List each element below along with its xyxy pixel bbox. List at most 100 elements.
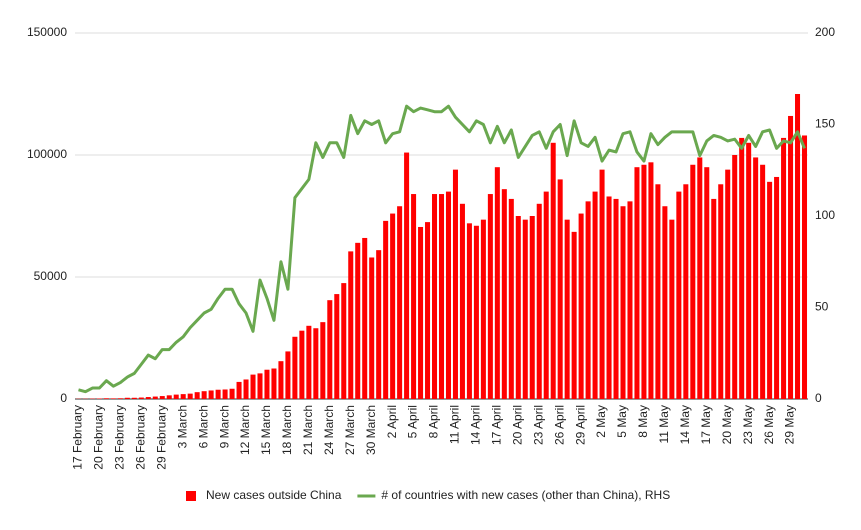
bar bbox=[473, 225, 479, 399]
x-tick-label: 23 April bbox=[531, 405, 545, 445]
bar bbox=[704, 167, 710, 399]
y2-tick-label: 200 bbox=[815, 25, 835, 39]
bar bbox=[348, 251, 354, 399]
x-tick-label: 24 March bbox=[322, 405, 336, 455]
bar bbox=[250, 374, 256, 399]
bar bbox=[634, 167, 640, 399]
bar bbox=[243, 379, 249, 399]
x-tick-label: 20 April bbox=[510, 405, 524, 445]
bar bbox=[466, 223, 472, 399]
bar bbox=[781, 137, 787, 400]
bar bbox=[285, 351, 291, 399]
bar bbox=[369, 257, 375, 399]
bar bbox=[557, 179, 563, 399]
x-tick-label: 17 April bbox=[490, 405, 504, 445]
bar bbox=[725, 169, 731, 399]
x-tick-label: 2 April bbox=[385, 405, 399, 438]
bar bbox=[620, 206, 626, 399]
x-tick-label: 8 April bbox=[427, 405, 441, 438]
bar bbox=[571, 231, 577, 399]
bar bbox=[648, 162, 654, 399]
bar bbox=[669, 219, 675, 399]
bar bbox=[327, 300, 333, 399]
bar bbox=[662, 206, 668, 399]
line bbox=[78, 104, 806, 394]
bar bbox=[711, 198, 717, 399]
bar bbox=[418, 226, 424, 399]
x-tick-label: 26 February bbox=[133, 405, 147, 470]
bar bbox=[760, 164, 766, 399]
y2-tick-label: 100 bbox=[815, 208, 835, 222]
x-tick-label: 27 March bbox=[343, 405, 357, 455]
bar bbox=[515, 216, 521, 399]
bar bbox=[585, 201, 591, 399]
bar bbox=[299, 330, 305, 399]
bar bbox=[606, 196, 612, 399]
bar bbox=[732, 155, 738, 399]
bar bbox=[306, 325, 312, 399]
y-tick-label: 150000 bbox=[27, 25, 67, 39]
x-tick-label: 29 February bbox=[154, 405, 168, 470]
bar bbox=[801, 135, 808, 400]
bar bbox=[320, 322, 326, 399]
bar bbox=[690, 164, 696, 399]
bar bbox=[201, 391, 207, 399]
x-tick-label: 26 May bbox=[762, 405, 776, 444]
bar bbox=[627, 201, 633, 399]
x-tick-label: 2 May bbox=[594, 405, 608, 438]
bar bbox=[788, 115, 794, 400]
bar bbox=[138, 397, 144, 399]
x-tick-label: 12 March bbox=[238, 405, 252, 455]
x-tick-label: 8 May bbox=[636, 405, 650, 438]
x-tick-label: 21 March bbox=[301, 405, 315, 455]
bar bbox=[383, 220, 389, 399]
bar bbox=[159, 396, 165, 399]
bar bbox=[110, 398, 116, 399]
x-tick-label: 3 March bbox=[175, 405, 189, 448]
y2-tick-label: 50 bbox=[815, 300, 829, 314]
bar bbox=[522, 219, 528, 399]
legend-label: # of countries with new cases (other tha… bbox=[381, 488, 670, 502]
bar bbox=[550, 142, 556, 400]
bar bbox=[194, 392, 200, 399]
x-tick-label: 17 May bbox=[699, 405, 713, 444]
bar bbox=[753, 157, 759, 399]
bar bbox=[411, 194, 417, 399]
bar bbox=[578, 213, 584, 399]
bar bbox=[683, 184, 689, 399]
bar bbox=[124, 397, 130, 399]
bar bbox=[117, 398, 123, 399]
bar bbox=[599, 169, 605, 399]
bar bbox=[543, 191, 549, 399]
y2-tick-label: 0 bbox=[815, 391, 822, 405]
bar bbox=[229, 388, 235, 399]
bar bbox=[564, 219, 570, 399]
x-tick-label: 11 May bbox=[657, 405, 671, 443]
bar bbox=[487, 194, 493, 399]
y-tick-label: 100000 bbox=[27, 147, 67, 161]
x-tick-label: 15 March bbox=[259, 405, 273, 455]
bar bbox=[173, 394, 179, 399]
bar bbox=[494, 167, 500, 399]
x-tick-label: 9 March bbox=[217, 405, 231, 448]
bar bbox=[697, 157, 703, 399]
bar bbox=[452, 169, 458, 399]
bar bbox=[480, 219, 486, 399]
bar bbox=[271, 368, 277, 399]
x-tick-label: 20 May bbox=[720, 405, 734, 444]
bar bbox=[145, 397, 151, 399]
bar bbox=[222, 389, 228, 399]
x-tick-label: 23 May bbox=[741, 405, 755, 444]
x-tick-label: 30 March bbox=[364, 405, 378, 455]
bar bbox=[215, 389, 221, 399]
bar bbox=[746, 142, 752, 400]
x-tick-label: 5 May bbox=[615, 405, 629, 438]
bar bbox=[641, 164, 647, 399]
bar bbox=[278, 361, 284, 399]
x-tick-label: 18 March bbox=[280, 405, 294, 455]
bar bbox=[208, 390, 214, 399]
bar bbox=[459, 203, 465, 399]
bar bbox=[313, 328, 319, 399]
bar bbox=[774, 176, 780, 399]
y2-tick-label: 150 bbox=[815, 117, 835, 131]
